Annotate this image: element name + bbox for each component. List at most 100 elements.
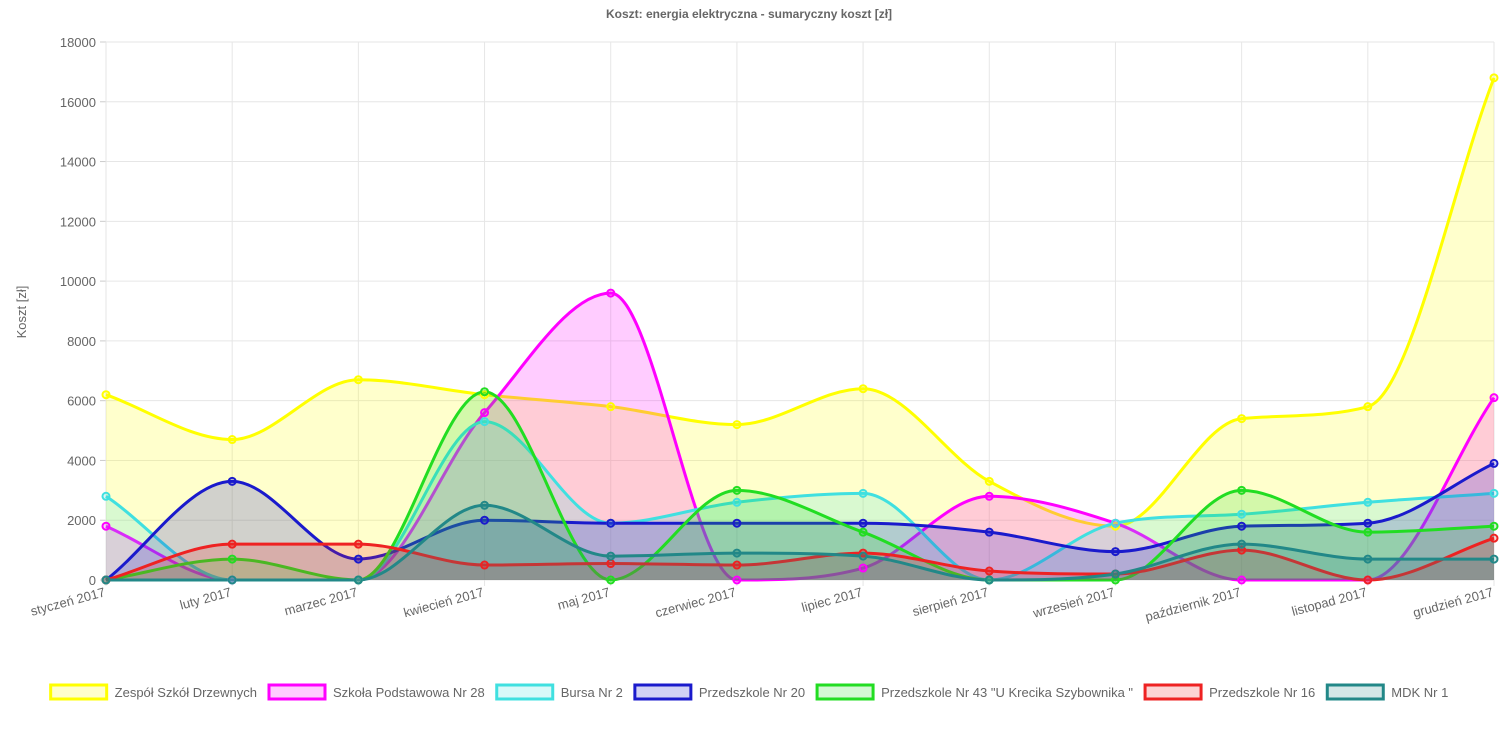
data-point bbox=[1489, 458, 1499, 468]
legend-item[interactable]: Bursa Nr 2 bbox=[495, 683, 623, 701]
data-point bbox=[1237, 545, 1247, 555]
data-point bbox=[606, 518, 616, 528]
legend-item[interactable]: Przedszkole Nr 20 bbox=[633, 683, 805, 701]
legend-item[interactable]: Zespół Szkół Drzewnych bbox=[49, 683, 257, 701]
x-tick-label: sierpień 2017 bbox=[911, 584, 990, 619]
data-point bbox=[353, 575, 363, 585]
legend-swatch bbox=[633, 683, 693, 701]
legend-item[interactable]: Szkoła Podstawowa Nr 28 bbox=[267, 683, 485, 701]
y-tick-label: 16000 bbox=[60, 95, 96, 110]
data-point bbox=[732, 548, 742, 558]
data-point bbox=[984, 491, 994, 501]
data-point bbox=[1363, 554, 1373, 564]
data-point bbox=[1363, 527, 1373, 537]
y-tick-label: 14000 bbox=[60, 155, 96, 170]
legend-label: Przedszkole Nr 16 bbox=[1209, 685, 1315, 700]
legend-swatch bbox=[1325, 683, 1385, 701]
series-line bbox=[105, 77, 1496, 528]
series-area bbox=[106, 463, 1494, 580]
data-point bbox=[101, 390, 111, 400]
y-tick-label: 4000 bbox=[67, 453, 96, 468]
data-point bbox=[858, 563, 868, 573]
y-tick-label: 2000 bbox=[67, 513, 96, 528]
data-point bbox=[480, 408, 490, 418]
legend-swatch bbox=[49, 683, 109, 701]
x-tick-label: kwiecień 2017 bbox=[402, 584, 485, 620]
data-point bbox=[1237, 575, 1247, 585]
data-point bbox=[480, 387, 490, 397]
data-point bbox=[606, 559, 616, 569]
x-tick-label: luty 2017 bbox=[178, 584, 233, 612]
legend-swatch bbox=[267, 683, 327, 701]
x-tick-label: wrzesień 2017 bbox=[1030, 584, 1116, 620]
x-tick-label: czerwiec 2017 bbox=[654, 584, 738, 620]
data-point bbox=[227, 435, 237, 445]
x-tick-label: listopad 2017 bbox=[1290, 584, 1369, 619]
data-point bbox=[606, 402, 616, 412]
series-line bbox=[105, 462, 1495, 582]
data-point bbox=[1110, 547, 1120, 557]
legend: Zespół Szkół Drzewnych Szkoła Podstawowa … bbox=[49, 683, 1448, 701]
legend-label: Zespół Szkół Drzewnych bbox=[115, 685, 257, 700]
data-point bbox=[1363, 575, 1373, 585]
data-point bbox=[353, 375, 363, 385]
y-axis-ticks: 0 2000 4000 6000 8000 10000 12000 14000 16000 180… bbox=[60, 35, 96, 588]
data-point bbox=[984, 575, 994, 585]
data-point bbox=[984, 476, 994, 486]
data-point bbox=[732, 485, 742, 495]
data-point bbox=[353, 539, 363, 549]
series-area bbox=[106, 505, 1494, 580]
data-point bbox=[1489, 521, 1499, 531]
series-line bbox=[106, 503, 1494, 582]
data-point bbox=[1110, 575, 1120, 585]
x-tick-label: październik 2017 bbox=[1144, 584, 1243, 624]
data-point bbox=[984, 527, 994, 537]
x-tick-label: marzec 2017 bbox=[283, 584, 359, 618]
data-point bbox=[732, 575, 742, 585]
data-point bbox=[732, 518, 742, 528]
series-points bbox=[101, 73, 1499, 585]
data-point bbox=[480, 515, 490, 525]
y-tick-label: 8000 bbox=[67, 334, 96, 349]
legend-swatch bbox=[495, 683, 555, 701]
legend-item[interactable]: Przedszkole Nr 16 bbox=[1143, 683, 1315, 701]
series-area bbox=[106, 421, 1494, 580]
legend-label: MDK Nr 1 bbox=[1391, 685, 1448, 700]
series-area bbox=[106, 293, 1494, 580]
chart-title: Koszt: energia elektryczna - sumaryczny … bbox=[606, 7, 892, 21]
data-point bbox=[1489, 554, 1499, 564]
data-point bbox=[480, 560, 490, 570]
data-point bbox=[984, 566, 994, 576]
x-tick-label: maj 2017 bbox=[556, 584, 612, 612]
y-tick-label: 10000 bbox=[60, 274, 96, 289]
series-line bbox=[105, 536, 1495, 582]
data-point bbox=[732, 560, 742, 570]
data-point bbox=[858, 527, 868, 537]
legend-item[interactable]: MDK Nr 1 bbox=[1325, 683, 1448, 701]
legend-label: Szkoła Podstawowa Nr 28 bbox=[333, 685, 485, 700]
data-point bbox=[606, 551, 616, 561]
data-point bbox=[1237, 509, 1247, 519]
grid bbox=[100, 41, 1495, 586]
data-point bbox=[1489, 488, 1499, 498]
data-point bbox=[858, 488, 868, 498]
data-point bbox=[732, 420, 742, 430]
data-point bbox=[1363, 402, 1373, 412]
data-point bbox=[1363, 518, 1373, 528]
data-point bbox=[1489, 73, 1499, 83]
data-point bbox=[227, 539, 237, 549]
data-point bbox=[1363, 497, 1373, 507]
data-point bbox=[606, 288, 616, 298]
x-tick-label: styczeń 2017 bbox=[29, 584, 107, 618]
data-point bbox=[1237, 539, 1247, 549]
data-point bbox=[1489, 393, 1499, 403]
data-point bbox=[480, 417, 490, 427]
legend-item[interactable]: Przedszkole Nr 43 "U Krecika Szybownika … bbox=[815, 683, 1133, 701]
data-point bbox=[227, 575, 237, 585]
y-tick-label: 6000 bbox=[67, 394, 96, 409]
legend-swatch bbox=[815, 683, 875, 701]
legend-label: Przedszkole Nr 20 bbox=[699, 685, 805, 700]
y-tick-label: 12000 bbox=[60, 214, 96, 229]
x-tick-label: lipiec 2017 bbox=[800, 584, 864, 615]
